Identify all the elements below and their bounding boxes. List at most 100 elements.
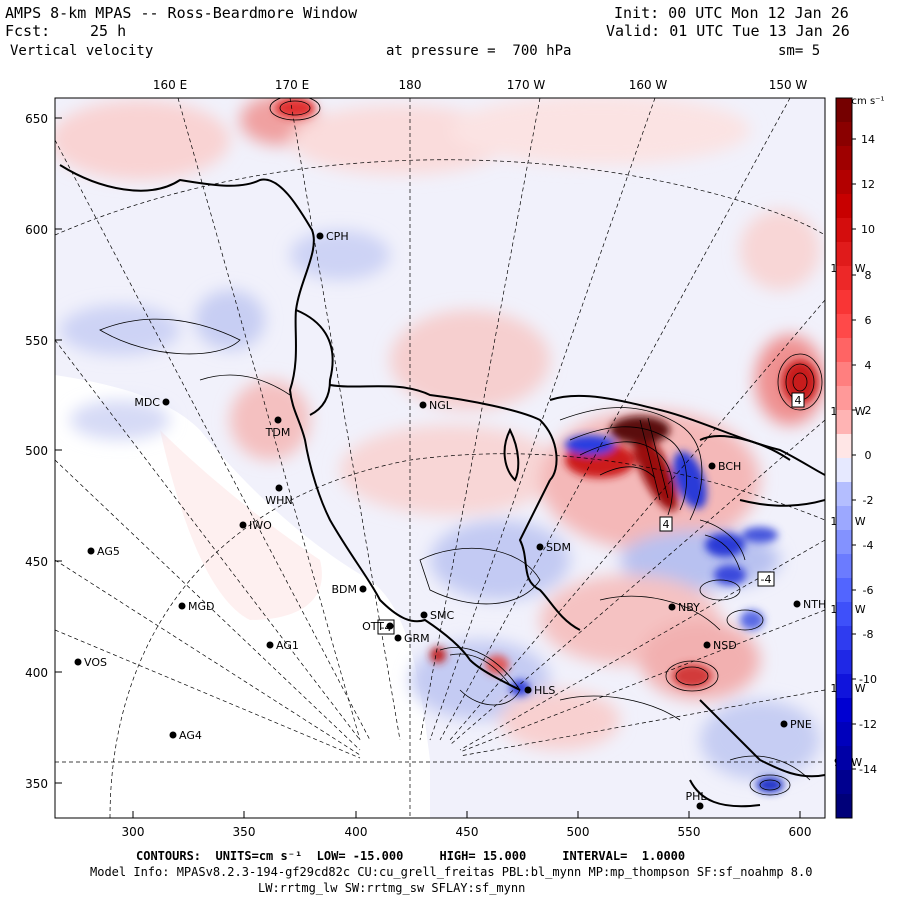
station-label: AG5 (97, 545, 120, 558)
contour-label: 4 (663, 518, 670, 531)
station-label: CPH (326, 230, 349, 243)
smoothing: sm= 5 (778, 43, 821, 59)
station-label: MDC (134, 396, 160, 409)
colorbar-swatch (836, 578, 852, 603)
footer-contours: CONTOURS: UNITS=cm s⁻¹ LOW= -15.000 HIGH… (136, 849, 686, 863)
colorbar-swatch (836, 338, 852, 363)
y-tick-label: 450 (25, 555, 48, 569)
colorbar-label: 14 (861, 133, 875, 146)
map-title: AMPS 8-km MPAS -- Ross-Beardmore Window (5, 4, 358, 22)
contour-label: 4 (795, 394, 802, 407)
station-label: BCH (718, 460, 741, 473)
pressure-level: at pressure = 700 hPa (386, 43, 572, 59)
station-label: HLS (534, 684, 555, 697)
coastline (59, 164, 825, 808)
station-whn: WHN (265, 484, 293, 507)
y-tick-label: 350 (25, 777, 48, 791)
colorbar-swatch (836, 674, 852, 699)
station-bch: BCH (708, 460, 741, 473)
x-tick-label: 500 (567, 825, 590, 839)
colorbar: cm s⁻¹ 14 12 10 8 6 4 2 0 -2 -4 -6 -8 -10 -12 -14 (835, 96, 885, 819)
station-ag4: AG4 (169, 729, 202, 742)
station-label: PHL (685, 790, 707, 803)
colorbar-units: cm s⁻¹ (852, 96, 885, 107)
station-nsd: NSD (703, 639, 737, 652)
longitude-label: 180 (399, 78, 422, 92)
x-tick-label: 400 (345, 825, 368, 839)
colorbar-swatch (836, 746, 852, 771)
colorbar-swatch (836, 410, 852, 435)
station-nth: NTH (793, 598, 826, 611)
station-label: NBY (678, 601, 700, 614)
station-mdc: MDC (134, 396, 170, 409)
colorbar-label: -8 (863, 628, 874, 641)
colorbar-label: 12 (861, 178, 875, 191)
contour-lines (99, 98, 823, 796)
vertical-velocity-shading (55, 98, 825, 780)
station-label: SMC (430, 609, 454, 622)
station-cph: CPH (316, 230, 349, 243)
colorbar-swatch (836, 362, 852, 387)
station-ott: OTT (362, 620, 394, 633)
colorbar-swatch (836, 266, 852, 291)
station-label: SDM (546, 541, 571, 554)
x-tick-label: 450 (456, 825, 479, 839)
station-vos: VOS (74, 656, 107, 669)
contour-label-boxes: 4 4 -4 -4 (377, 392, 805, 635)
colorbar-swatch (836, 194, 852, 219)
contour-label: -4 (381, 621, 392, 634)
station-label: TDM (265, 426, 291, 439)
station-smc: SMC (420, 609, 454, 622)
station-label: AG4 (179, 729, 202, 742)
colorbar-swatch (836, 794, 852, 819)
colorbar-swatch (836, 698, 852, 723)
station-label: NTH (803, 598, 826, 611)
colorbar-swatch (836, 98, 852, 123)
station-iwo: IWO (239, 519, 272, 532)
station-label: NSD (713, 639, 737, 652)
colorbar-label: -10 (859, 673, 877, 686)
colorbar-swatch (836, 722, 852, 747)
station-nby: NBY (668, 601, 700, 614)
station-tdm: TDM (265, 416, 291, 439)
colorbar-swatch (836, 482, 852, 507)
station-pne: PNE (780, 718, 812, 731)
colorbar-label: 6 (865, 314, 872, 327)
colorbar-swatch (836, 506, 852, 531)
footer-model-info-2: LW:rrtmg_lw SW:rrtmg_sw SFLAY:sf_mynn (258, 881, 526, 895)
station-phl: PHL (685, 790, 707, 810)
station-label: AG1 (276, 639, 299, 652)
contour-label: -4 (761, 573, 772, 586)
station-ag1: AG1 (266, 639, 299, 652)
longitude-label: 160 E (153, 78, 187, 92)
y-tick-label: 500 (25, 444, 48, 458)
station-label: OTT (362, 620, 384, 633)
colorbar-label: -12 (859, 718, 877, 731)
x-tick-label: 300 (122, 825, 145, 839)
x-tick-label: 550 (678, 825, 701, 839)
station-label: GRM (404, 632, 430, 645)
colorbar-swatch (836, 290, 852, 315)
valid-time: Valid: 01 UTC Tue 13 Jan 26 (606, 22, 850, 40)
station-ag5: AG5 (87, 545, 120, 558)
forecast-label: Fcst: (5, 22, 51, 40)
station-mgd: MGD (178, 600, 215, 613)
colorbar-swatch (836, 314, 852, 339)
colorbar-label: 2 (865, 404, 872, 417)
y-tick-label: 400 (25, 666, 48, 680)
colorbar-swatch (836, 650, 852, 675)
colorbar-label: 0 (865, 449, 872, 462)
colorbar-label: -2 (863, 494, 874, 507)
y-tick-label: 650 (25, 112, 48, 126)
colorbar-swatch (836, 434, 852, 459)
station-label: WHN (265, 494, 292, 507)
colorbar-label: -14 (859, 763, 877, 776)
station-label: BDM (331, 583, 357, 596)
init-time: Init: 00 UTC Mon 12 Jan 26 (614, 4, 849, 22)
station-label: MGD (188, 600, 215, 613)
colorbar-swatch (836, 602, 852, 627)
station-hls: HLS (524, 684, 555, 697)
colorbar-swatch (836, 554, 852, 579)
stations: CPH MDC NGL TDM WHN IWO AG5 SDM BDM MGD SMC OTT GRM A… (74, 230, 826, 810)
